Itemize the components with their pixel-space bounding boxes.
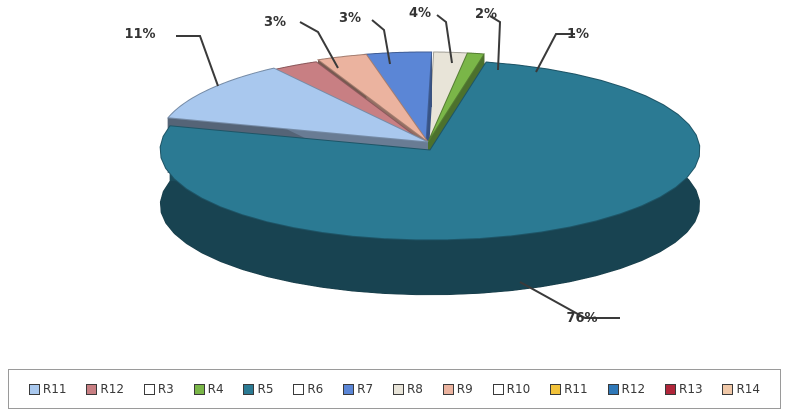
legend-label: R11 [564, 382, 588, 396]
data-label-r5: 76% [566, 311, 597, 326]
legend-swatch [28, 383, 40, 395]
legend-label: R8 [406, 382, 423, 396]
data-label-r4: 1% [567, 27, 589, 42]
legend-swatch [343, 383, 355, 395]
legend-item: R11 [28, 382, 67, 396]
legend-label: R4 [207, 382, 224, 396]
legend-item: R11 [550, 382, 588, 396]
data-label-r8: 2% [475, 7, 497, 22]
legend-item: R6 [293, 382, 323, 396]
legend-swatch [193, 383, 205, 395]
legend-item: R12 [86, 382, 124, 396]
pie-slice-r5 [159, 61, 701, 296]
legend-swatch [243, 383, 255, 395]
pie-slice-top [316, 53, 429, 143]
legend-swatch [550, 383, 562, 395]
legend-swatch [86, 383, 98, 395]
legend-label: R10 [506, 382, 531, 396]
legend-swatch [293, 383, 305, 395]
legend-label: R13 [678, 382, 703, 396]
legend-swatch [143, 383, 155, 395]
label-leader-line [371, 19, 391, 65]
legend-label: R5 [257, 382, 274, 396]
legend-item: R13 [664, 382, 703, 396]
legend-item: R3 [143, 382, 174, 396]
legend-label: R6 [307, 382, 324, 396]
legend-swatch [607, 383, 619, 395]
pie-chart: 76% 11% 3% 3% 4% 2% 1% [124, 6, 701, 326]
legend-label: R12 [100, 382, 124, 396]
legend-label: R9 [456, 382, 473, 396]
legend-label: R7 [357, 382, 374, 396]
label-leader-line [299, 21, 339, 69]
chart-legend: R11 R12 R3 R4 R5 R6 R7 R8 R9 R10 R11 R12 R13 R14 [8, 369, 781, 409]
pie-slice-top [159, 61, 701, 241]
legend-label: R11 [42, 382, 67, 396]
legend-label: R12 [621, 382, 646, 396]
legend-swatch [722, 383, 734, 395]
legend-swatch [664, 383, 676, 395]
legend-item: R7 [343, 382, 373, 396]
legend-label: R14 [736, 382, 761, 396]
legend-item: R14 [722, 382, 760, 396]
label-leader-line [436, 14, 453, 64]
pie-slice-top [427, 52, 486, 143]
label-leader-line [519, 281, 620, 319]
legend-item: R12 [607, 382, 646, 396]
pie-slice-top [166, 67, 429, 143]
legend-item: R10 [492, 382, 531, 396]
legend-swatch [392, 383, 404, 395]
legend-label: R3 [157, 382, 174, 396]
legend-item: R4 [193, 382, 224, 396]
label-leader-line [535, 33, 575, 73]
data-label-r9: 3% [339, 11, 361, 26]
legend-item: R9 [442, 382, 473, 396]
legend-item: R5 [243, 382, 273, 396]
pie-slice-top [363, 51, 433, 144]
legend-swatch [442, 383, 454, 395]
label-leader-line [489, 15, 502, 71]
data-label-r11: 11% [124, 27, 155, 42]
legend-swatch [492, 383, 504, 395]
data-label-r12: 3% [264, 15, 286, 30]
label-leader-line [176, 35, 219, 87]
legend-item: R8 [392, 382, 423, 396]
data-label-r7: 4% [409, 6, 431, 21]
